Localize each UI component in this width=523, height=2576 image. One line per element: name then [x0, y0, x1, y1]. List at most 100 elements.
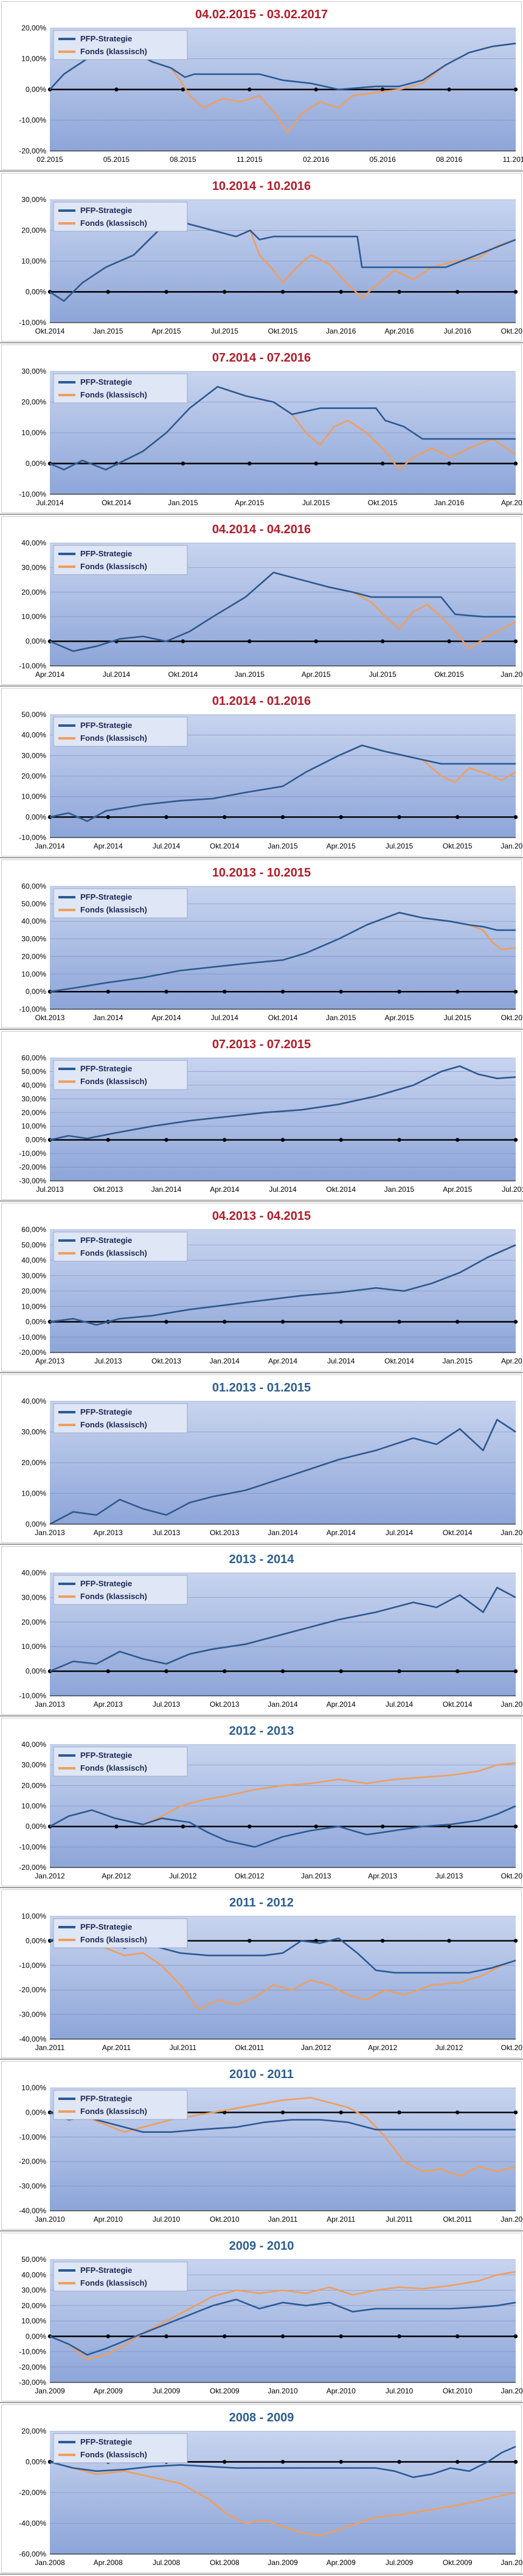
- x-tick-label: Okt.2015: [501, 1013, 523, 1022]
- x-tick-label: Apr.2016: [384, 327, 414, 335]
- x-tick-label: Apr.2015: [302, 670, 331, 679]
- x-tick-label: Jan.2015: [268, 842, 298, 850]
- chart-svg: 04.2013 - 04.2015 60,00% 50,00% 40,00% 30,00…: [0, 1203, 523, 1373]
- chart-title: 2013 - 2014: [229, 1553, 295, 1566]
- x-tick-label: Jul.2013: [36, 1185, 64, 1194]
- x-tick-label: Jan.2011: [268, 2215, 298, 2224]
- zero-axis-marker: [397, 2334, 401, 2339]
- zero-axis-marker: [513, 1824, 518, 1829]
- zero-axis-marker: [314, 639, 318, 643]
- x-tick-label: Jan.2015: [500, 1700, 523, 1709]
- legend-label-strategy: PFP-Strategie: [80, 1236, 132, 1245]
- legend-box: [53, 2433, 188, 2463]
- zero-axis-marker: [455, 1320, 460, 1324]
- x-tick-label: Apr.2015: [235, 499, 264, 507]
- y-tick-label: -20,00%: [19, 2488, 46, 2497]
- zero-axis-marker: [380, 1939, 385, 1943]
- y-tick-label: 10,00%: [21, 612, 46, 621]
- y-tick-label: 40,00%: [21, 2270, 46, 2279]
- legend-box: [53, 201, 188, 232]
- legend-label-strategy: PFP-Strategie: [80, 377, 132, 387]
- chart-panel: 2009 - 2010 50,00% 40,00% 30,00% 20,00% 10,00…: [0, 2231, 523, 2403]
- y-tick-label: 0,00%: [26, 1136, 46, 1144]
- x-tick-label: Okt.2014: [384, 1357, 414, 1365]
- zero-axis-marker: [164, 1138, 168, 1142]
- zero-axis-marker: [455, 2110, 460, 2115]
- zero-axis-marker: [455, 815, 460, 819]
- zero-axis-marker: [248, 1824, 252, 1829]
- x-tick-label: 11.2016: [503, 155, 523, 164]
- legend-label-fund: Fonds (klassisch): [80, 562, 147, 571]
- zero-axis-marker: [513, 2334, 518, 2339]
- y-tick-label: -10,00%: [19, 833, 46, 842]
- chart-svg: 2008 - 2009 20,00% 0,00% -20,00% -40,00% -60,…: [0, 2404, 523, 2575]
- y-tick-label: 0,00%: [26, 2108, 46, 2116]
- legend-label-strategy: PFP-Strategie: [80, 2094, 132, 2103]
- x-tick-label: Jan.2015: [168, 499, 198, 507]
- chart-panel: 04.2014 - 04.2016 40,00% 30,00% 20,00% 10,00…: [0, 515, 523, 687]
- zero-axis-marker: [513, 1138, 518, 1142]
- zero-axis-marker: [106, 290, 110, 294]
- zero-axis-marker: [181, 1824, 185, 1829]
- zero-axis-marker: [455, 290, 460, 294]
- zero-axis-marker: [447, 1824, 451, 1829]
- y-tick-label: 30,00%: [21, 751, 46, 760]
- x-tick-label: Jan.2011: [501, 2387, 523, 2395]
- zero-axis-marker: [380, 1824, 385, 1829]
- zero-axis-marker: [455, 1138, 460, 1142]
- zero-axis-marker: [339, 1138, 343, 1142]
- zero-axis-marker: [248, 639, 252, 643]
- chart-panel: 07.2014 - 07.2016 30,00% 20,00% 10,00% 0,00%…: [0, 343, 523, 515]
- x-tick-label: Jan.2015: [235, 670, 265, 679]
- y-tick-label: 30,00%: [21, 1593, 46, 1601]
- x-tick-label: Jul.2014: [103, 670, 131, 679]
- y-tick-label: 0,00%: [26, 2458, 46, 2466]
- y-tick-label: 40,00%: [21, 1256, 46, 1265]
- x-tick-label: Jan.2016: [500, 842, 523, 850]
- zero-axis-marker: [339, 1669, 343, 1673]
- y-tick-label: 50,00%: [21, 900, 46, 908]
- x-tick-label: Jan.2015: [500, 1528, 523, 1537]
- x-tick-label: Apr.2009: [327, 2558, 356, 2567]
- chart-panel: 2010 - 2011 10,00% 0,00% -10,00% -20,00% -30,…: [0, 2060, 523, 2231]
- y-tick-label: 0,00%: [26, 1318, 46, 1326]
- x-tick-label: Okt.2009: [210, 2387, 240, 2395]
- legend-box: [53, 1918, 188, 1948]
- y-tick-label: -40,00%: [19, 2035, 46, 2043]
- y-tick-label: 0,00%: [26, 288, 46, 296]
- zero-axis-marker: [106, 815, 110, 819]
- zero-axis-marker: [513, 2460, 518, 2464]
- legend-label-strategy: PFP-Strategie: [80, 892, 132, 901]
- x-tick-label: Jul.2015: [369, 670, 397, 679]
- x-tick-label: Jan.2009: [35, 2387, 65, 2395]
- y-tick-label: 0,00%: [26, 1822, 46, 1831]
- x-tick-label: Okt.2016: [501, 327, 523, 335]
- legend-label-strategy: PFP-Strategie: [80, 1407, 132, 1416]
- y-tick-label: 20,00%: [21, 952, 46, 961]
- y-tick-label: 10,00%: [21, 257, 46, 265]
- zero-axis-marker: [455, 2460, 460, 2464]
- x-tick-label: 05.2015: [103, 155, 130, 164]
- y-tick-label: 10,00%: [21, 1642, 46, 1651]
- x-tick-label: Jul.2009: [386, 2558, 414, 2567]
- y-tick-label: -30,00%: [19, 2182, 46, 2191]
- zero-axis-marker: [106, 989, 110, 994]
- x-tick-label: Apr.2012: [102, 1872, 131, 1880]
- y-tick-label: 50,00%: [21, 2255, 46, 2264]
- y-tick-label: 0,00%: [26, 2332, 46, 2340]
- x-tick-label: 08.2016: [436, 155, 463, 164]
- y-tick-label: 30,00%: [21, 1428, 46, 1437]
- x-tick-label: Jan.2012: [500, 2215, 523, 2224]
- y-tick-label: 30,00%: [21, 1761, 46, 1769]
- zero-axis-marker: [339, 2460, 343, 2464]
- legend-label-fund: Fonds (klassisch): [80, 2450, 147, 2459]
- y-tick-label: -10,00%: [19, 1961, 46, 1970]
- chart-title: 10.2013 - 10.2015: [212, 866, 311, 880]
- chart-title: 2009 - 2010: [229, 2239, 294, 2253]
- x-tick-label: Okt.2012: [501, 2043, 523, 2052]
- x-tick-label: Okt.2014: [35, 327, 65, 335]
- x-tick-label: Okt.2015: [434, 670, 464, 679]
- zero-axis-marker: [280, 290, 285, 294]
- zero-axis-marker: [455, 2334, 460, 2339]
- y-tick-label: 10,00%: [21, 2317, 46, 2325]
